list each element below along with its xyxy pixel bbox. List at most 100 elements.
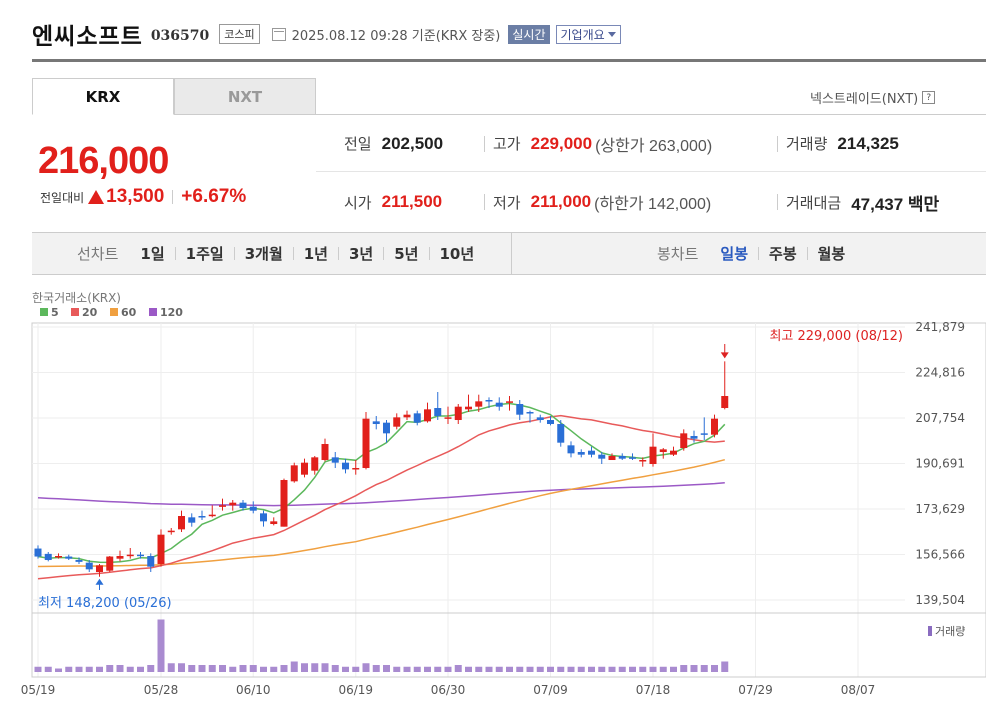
company-name: 엔씨소프트: [32, 24, 143, 50]
candles: [34, 361, 729, 577]
company-overview-dropdown[interactable]: 기업개요: [555, 24, 621, 44]
volume-bar: [75, 666, 83, 672]
candle-body: [475, 401, 483, 407]
legend-label: 5: [51, 306, 59, 319]
realtime-button[interactable]: 실시간: [508, 24, 550, 44]
candle-body: [301, 462, 308, 475]
volume-bar: [618, 666, 626, 672]
period-1w[interactable]: 1주일: [185, 245, 224, 263]
x-axis-ticks: 05/19 05/28 06/10 06/19 06/30 07/09 07/18 07/29…: [21, 683, 876, 697]
divider: [484, 194, 485, 210]
period-1d[interactable]: 1일: [140, 245, 165, 263]
period-separator: [174, 247, 176, 260]
tab-krx[interactable]: KRX: [32, 78, 174, 115]
y-tick-label: 156,566: [915, 548, 965, 562]
upper-limit: (상한가 263,000): [595, 137, 713, 155]
volume-bar: [239, 665, 247, 672]
volume-bar: [577, 666, 585, 672]
candle-body: [249, 506, 257, 511]
candle-body: [424, 409, 431, 422]
price-change: 전일대비 13,500 +6.67%: [40, 186, 246, 208]
volume-bar: [383, 665, 390, 672]
candle-body: [219, 505, 226, 507]
amount-cell: 거래대금 47,437 백만: [778, 192, 939, 214]
period-10y[interactable]: 10년: [439, 245, 475, 263]
volume-bar: [444, 666, 452, 672]
volume-bar: [393, 666, 401, 672]
nextrade-link-label: 넥스트레이드(NXT): [810, 92, 919, 107]
volume-bar: [413, 666, 421, 672]
period-separator: [292, 247, 294, 260]
volume-bar: [301, 663, 308, 672]
ma20-line: [37, 414, 725, 580]
volume-bar: [454, 665, 462, 672]
candle-body: [608, 456, 616, 461]
x-tick-label: 06/10: [236, 683, 271, 697]
change-label: 전일대비: [40, 190, 85, 205]
volume-bar: [526, 666, 534, 672]
candle-body: [208, 514, 216, 517]
candle-body: [680, 433, 688, 449]
amount-label: 거래대금: [786, 193, 842, 212]
volume-bar: [208, 665, 216, 672]
change-separator: [172, 190, 174, 204]
candle-body: [239, 502, 247, 509]
candle-body: [167, 530, 175, 533]
volume-bar: [55, 668, 62, 672]
period-5y[interactable]: 5년: [394, 245, 419, 263]
volume-bar: [280, 665, 288, 672]
help-icon[interactable]: ?: [922, 91, 936, 104]
chevron-down-icon: [607, 31, 616, 37]
volume-bar: [649, 666, 657, 672]
candle-body: [577, 452, 585, 455]
x-tick-label: 08/07: [841, 683, 876, 697]
stock-chart[interactable]: 한국거래소(KRX) 5 20 60 120 241,879 224,816 207,75…: [0, 280, 986, 710]
candle-body: [106, 556, 114, 571]
x-tick-label: 06/19: [338, 683, 373, 697]
period-1y[interactable]: 1년: [303, 245, 328, 263]
period-3y[interactable]: 3년: [349, 245, 374, 263]
info-row-1: 전일 202,500 고가 229,000 (상한가 263,000) 거래량 …: [316, 116, 986, 172]
x-tick-label: 05/19: [21, 683, 56, 697]
chart-grid: [32, 323, 905, 677]
candle-body: [588, 450, 595, 455]
candle-daily[interactable]: 일봉: [720, 245, 749, 263]
candle-weekly[interactable]: 주봉: [769, 245, 797, 263]
tab-nxt[interactable]: NXT: [174, 78, 316, 115]
prev-close-cell: 전일 202,500: [316, 134, 484, 154]
candle-body: [126, 554, 134, 557]
tabs-divider: [316, 114, 986, 115]
high-label: 고가: [493, 135, 521, 153]
low-value: 211,000: [530, 192, 592, 211]
volume-bar: [331, 665, 339, 672]
volume-bar: [198, 665, 206, 672]
period-3m[interactable]: 3개월: [244, 245, 283, 263]
volume-bar: [434, 666, 442, 672]
candle-body: [260, 513, 267, 522]
volume-bar: [475, 666, 483, 672]
low-label: 저가: [493, 193, 521, 212]
volume-bar: [157, 619, 165, 672]
candle-monthly[interactable]: 월봉: [817, 245, 846, 263]
candle-body: [362, 418, 370, 469]
period-separator: [428, 247, 430, 260]
candle-body: [280, 480, 288, 527]
nextrade-link[interactable]: 넥스트레이드(NXT) ?: [810, 88, 936, 107]
volume-bar: [700, 665, 708, 672]
volume-bar: [516, 666, 524, 672]
legend-label: 20: [82, 306, 98, 319]
open-cell: 시가 211,500: [316, 192, 484, 212]
volume-bar: [485, 666, 493, 672]
candle-body: [96, 565, 103, 573]
candle-body: [598, 454, 606, 459]
volume-bar: [536, 666, 544, 672]
volume-bar: [249, 665, 257, 672]
y-tick-label: 190,691: [915, 457, 965, 471]
candle-body: [711, 418, 718, 435]
candle-body: [649, 446, 657, 465]
candle-body: [157, 534, 165, 565]
open-value: 211,500: [381, 192, 443, 211]
candle-body: [516, 404, 524, 415]
volume-bar: [260, 666, 267, 672]
candle-body: [485, 400, 493, 402]
